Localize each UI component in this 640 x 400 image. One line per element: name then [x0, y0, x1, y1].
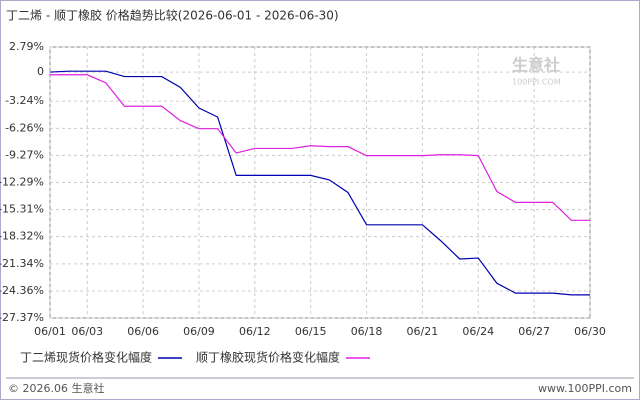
y-tick-label: -21.34%: [0, 257, 44, 270]
y-tick-label: -24.36%: [0, 284, 44, 297]
x-tick-label: 06/03: [71, 325, 103, 338]
y-tick-label: -9.27%: [5, 148, 44, 161]
x-tick-label: 06/06: [127, 325, 159, 338]
y-tick-label: 2.79%: [9, 40, 44, 53]
website: www.100PPI.com: [538, 382, 632, 395]
x-tick-label: 06/01: [34, 325, 66, 338]
series-line: [50, 74, 590, 221]
y-tick-label: -12.29%: [0, 176, 44, 189]
y-tick-label: -27.37%: [0, 311, 44, 324]
watermark-sub: 100PPI.COM: [512, 78, 561, 87]
x-tick-label: 06/09: [183, 325, 215, 338]
series-line: [49, 70, 590, 296]
chart-title: 丁二烯 - 顺丁橡胶 价格趋势比较(2026-06-01 - 2026-06-3…: [6, 8, 339, 23]
y-tick-label: -6.26%: [5, 121, 44, 134]
y-tick-label: -3.24%: [5, 94, 44, 107]
copyright: © 2026.06 生意社: [8, 381, 104, 395]
x-tick-label: 06/21: [407, 325, 439, 338]
x-tick-label: 06/24: [462, 325, 494, 338]
legend-label: 丁二烯现货价格变化幅度: [20, 350, 152, 365]
x-tick-label: 06/27: [518, 325, 550, 338]
y-tick-label: 0: [37, 65, 44, 78]
x-tick-label: 06/18: [351, 325, 383, 338]
y-tick-label: -15.31%: [0, 203, 44, 216]
x-tick-label: 06/12: [239, 325, 271, 338]
legend-label: 顺丁橡胶现货价格变化幅度: [196, 350, 340, 365]
y-tick-label: -18.32%: [0, 230, 44, 243]
x-tick-label: 06/15: [295, 325, 327, 338]
watermark: 生意社: [512, 56, 560, 75]
x-tick-label: 06/30: [574, 325, 606, 338]
